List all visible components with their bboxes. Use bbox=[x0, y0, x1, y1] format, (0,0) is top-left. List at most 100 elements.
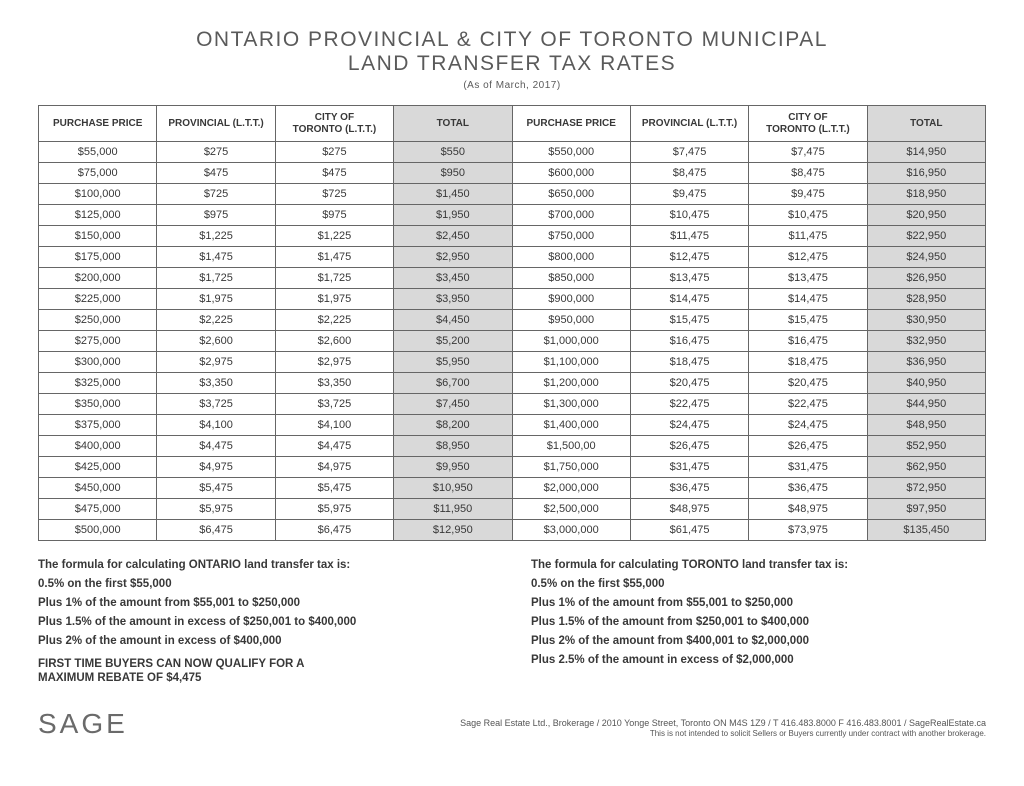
ontario-formula-line: Plus 2% of the amount in excess of $400,… bbox=[38, 635, 493, 647]
table-cell: $8,475 bbox=[630, 163, 748, 184]
table-cell: $3,950 bbox=[394, 289, 512, 310]
as-of-date: (As of March, 2017) bbox=[38, 80, 986, 91]
toronto-formula-line: Plus 1.5% of the amount from $250,001 to… bbox=[531, 616, 986, 628]
table-cell: $3,450 bbox=[394, 268, 512, 289]
table-cell: $11,475 bbox=[749, 226, 867, 247]
table-cell: $5,200 bbox=[394, 331, 512, 352]
table-row: $100,000$725$725$1,450$650,000$9,475$9,4… bbox=[39, 184, 986, 205]
table-cell: $600,000 bbox=[512, 163, 630, 184]
table-row: $375,000$4,100$4,100$8,200$1,400,000$24,… bbox=[39, 415, 986, 436]
logo-text: SAGE bbox=[38, 708, 128, 740]
table-row: $300,000$2,975$2,975$5,950$1,100,000$18,… bbox=[39, 352, 986, 373]
table-cell: $52,950 bbox=[867, 436, 985, 457]
table-cell: $1,000,000 bbox=[512, 331, 630, 352]
table-cell: $5,975 bbox=[275, 499, 393, 520]
table-row: $325,000$3,350$3,350$6,700$1,200,000$20,… bbox=[39, 373, 986, 394]
table-cell: $225,000 bbox=[39, 289, 157, 310]
table-cell: $1,300,000 bbox=[512, 394, 630, 415]
table-cell: $3,350 bbox=[275, 373, 393, 394]
table-cell: $4,100 bbox=[275, 415, 393, 436]
rebate-notice: FIRST TIME BUYERS CAN NOW QUALIFY FOR A … bbox=[38, 657, 493, 686]
table-cell: $32,950 bbox=[867, 331, 985, 352]
table-cell: $48,975 bbox=[630, 499, 748, 520]
table-cell: $2,600 bbox=[275, 331, 393, 352]
table-cell: $7,450 bbox=[394, 394, 512, 415]
table-cell: $1,975 bbox=[157, 289, 275, 310]
footer-disclaimer: This is not intended to solicit Sellers … bbox=[460, 729, 986, 739]
table-cell: $22,475 bbox=[630, 394, 748, 415]
table-cell: $800,000 bbox=[512, 247, 630, 268]
footer: SAGE Sage Real Estate Ltd., Brokerage / … bbox=[38, 708, 986, 740]
table-cell: $425,000 bbox=[39, 457, 157, 478]
table-column-header: TOTAL bbox=[394, 106, 512, 142]
table-cell: $2,975 bbox=[157, 352, 275, 373]
ontario-formula: The formula for calculating ONTARIO land… bbox=[38, 559, 493, 686]
table-cell: $2,450 bbox=[394, 226, 512, 247]
table-cell: $4,475 bbox=[275, 436, 393, 457]
table-cell: $26,950 bbox=[867, 268, 985, 289]
table-cell: $61,475 bbox=[630, 520, 748, 541]
table-column-header: CITY OFTORONTO (L.T.T.) bbox=[275, 106, 393, 142]
table-cell: $9,950 bbox=[394, 457, 512, 478]
table-cell: $11,475 bbox=[630, 226, 748, 247]
table-cell: $8,950 bbox=[394, 436, 512, 457]
table-cell: $8,475 bbox=[749, 163, 867, 184]
table-cell: $300,000 bbox=[39, 352, 157, 373]
table-cell: $7,475 bbox=[630, 142, 748, 163]
table-cell: $950 bbox=[394, 163, 512, 184]
rebate-line-1: FIRST TIME BUYERS CAN NOW QUALIFY FOR A bbox=[38, 657, 493, 671]
table-cell: $1,400,000 bbox=[512, 415, 630, 436]
table-body: $55,000$275$275$550$550,000$7,475$7,475$… bbox=[39, 142, 986, 541]
title-line-2: LAND TRANSFER TAX RATES bbox=[38, 52, 986, 76]
table-cell: $26,475 bbox=[630, 436, 748, 457]
table-cell: $14,475 bbox=[749, 289, 867, 310]
table-cell: $11,950 bbox=[394, 499, 512, 520]
table-cell: $250,000 bbox=[39, 310, 157, 331]
table-cell: $4,975 bbox=[275, 457, 393, 478]
table-cell: $125,000 bbox=[39, 205, 157, 226]
table-cell: $10,950 bbox=[394, 478, 512, 499]
table-cell: $350,000 bbox=[39, 394, 157, 415]
table-column-header: CITY OFTORONTO (L.T.T.) bbox=[749, 106, 867, 142]
table-row: $425,000$4,975$4,975$9,950$1,750,000$31,… bbox=[39, 457, 986, 478]
table-cell: $650,000 bbox=[512, 184, 630, 205]
table-cell: $1,500,00 bbox=[512, 436, 630, 457]
table-cell: $975 bbox=[275, 205, 393, 226]
table-cell: $275 bbox=[275, 142, 393, 163]
toronto-formula: The formula for calculating TORONTO land… bbox=[531, 559, 986, 686]
title-block: ONTARIO PROVINCIAL & CITY OF TORONTO MUN… bbox=[38, 28, 986, 91]
table-cell: $150,000 bbox=[39, 226, 157, 247]
table-cell: $36,475 bbox=[630, 478, 748, 499]
table-cell: $1,225 bbox=[157, 226, 275, 247]
table-cell: $14,475 bbox=[630, 289, 748, 310]
table-row: $75,000$475$475$950$600,000$8,475$8,475$… bbox=[39, 163, 986, 184]
ontario-formula-line: 0.5% on the first $55,000 bbox=[38, 578, 493, 590]
table-cell: $36,950 bbox=[867, 352, 985, 373]
table-cell: $73,975 bbox=[749, 520, 867, 541]
table-cell: $200,000 bbox=[39, 268, 157, 289]
table-cell: $100,000 bbox=[39, 184, 157, 205]
table-cell: $24,475 bbox=[630, 415, 748, 436]
table-cell: $5,950 bbox=[394, 352, 512, 373]
table-cell: $20,475 bbox=[630, 373, 748, 394]
footer-address: Sage Real Estate Ltd., Brokerage / 2010 … bbox=[460, 718, 986, 730]
table-cell: $6,475 bbox=[275, 520, 393, 541]
table-cell: $55,000 bbox=[39, 142, 157, 163]
table-cell: $1,725 bbox=[157, 268, 275, 289]
table-cell: $48,975 bbox=[749, 499, 867, 520]
table-cell: $40,950 bbox=[867, 373, 985, 394]
table-cell: $18,475 bbox=[749, 352, 867, 373]
table-cell: $24,950 bbox=[867, 247, 985, 268]
toronto-formula-line: Plus 1% of the amount from $55,001 to $2… bbox=[531, 597, 986, 609]
table-cell: $2,500,000 bbox=[512, 499, 630, 520]
table-cell: $700,000 bbox=[512, 205, 630, 226]
table-cell: $30,950 bbox=[867, 310, 985, 331]
table-cell: $135,450 bbox=[867, 520, 985, 541]
table-cell: $16,475 bbox=[630, 331, 748, 352]
table-cell: $550 bbox=[394, 142, 512, 163]
table-cell: $7,475 bbox=[749, 142, 867, 163]
ontario-formula-line: Plus 1.5% of the amount in excess of $25… bbox=[38, 616, 493, 628]
tax-rates-table: PURCHASE PRICEPROVINCIAL (L.T.T.)CITY OF… bbox=[38, 105, 986, 541]
table-cell: $24,475 bbox=[749, 415, 867, 436]
toronto-formula-heading: The formula for calculating TORONTO land… bbox=[531, 559, 986, 571]
